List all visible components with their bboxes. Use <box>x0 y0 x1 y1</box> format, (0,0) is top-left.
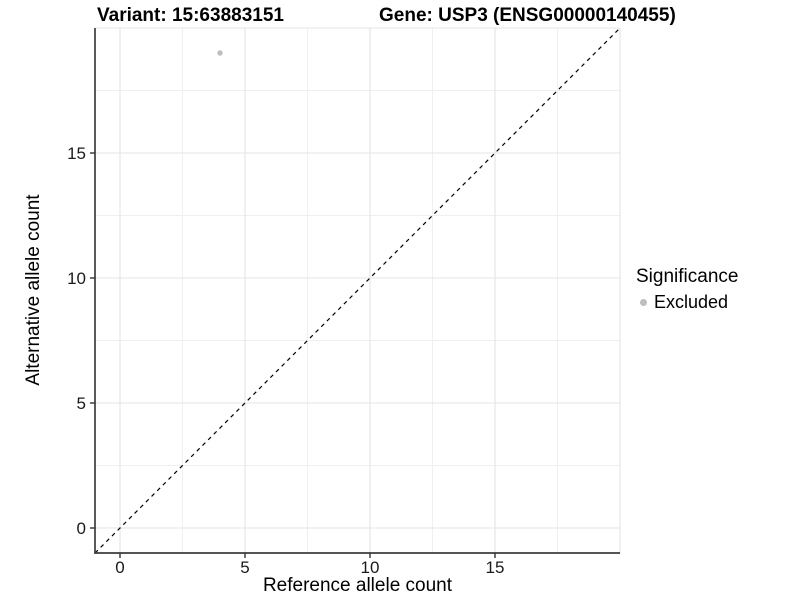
y-tick-label: 15 <box>67 144 86 163</box>
x-axis-label: Reference allele count <box>262 575 453 596</box>
legend: Significance Excluded <box>636 266 738 313</box>
legend-item-excluded: Excluded <box>636 292 738 313</box>
legend-title: Significance <box>636 266 739 287</box>
legend-point-icon <box>640 299 647 306</box>
x-tick-label: 5 <box>240 558 249 577</box>
legend-item-label: Excluded <box>654 292 729 312</box>
plot-title-variant: Variant: 15:63883151 <box>97 5 284 26</box>
data-point <box>217 50 223 56</box>
y-tick-label: 10 <box>67 269 86 288</box>
y-tick-label: 5 <box>77 394 86 413</box>
plot-title-gene: Gene: USP3 (ENSG00000140455) <box>379 5 676 26</box>
x-tick-label: 15 <box>486 558 505 577</box>
x-tick-label: 10 <box>361 558 380 577</box>
y-tick-label: 0 <box>77 519 86 538</box>
x-tick-label: 0 <box>115 558 124 577</box>
identity-line <box>94 27 621 554</box>
y-axis-label: Alternative allele count <box>23 194 44 386</box>
